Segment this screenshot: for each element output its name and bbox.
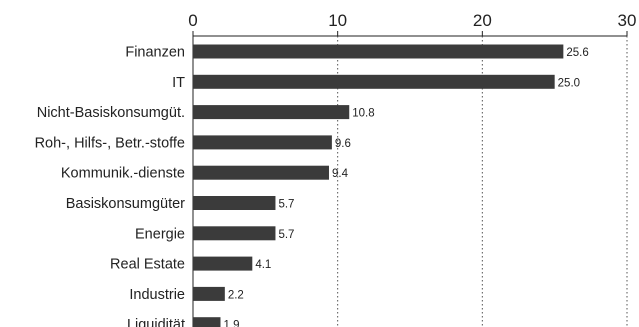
category-label-9: Liquidität <box>127 317 185 327</box>
bars <box>193 44 564 327</box>
bar-2 <box>193 105 350 120</box>
bar-3 <box>193 135 332 150</box>
bar-7 <box>193 256 253 271</box>
value-label-1: 25.0 <box>558 77 580 89</box>
category-label-6: Energie <box>135 226 185 242</box>
bar-1 <box>193 74 555 89</box>
x-tick-label-0: 0 <box>188 11 197 30</box>
bar-6 <box>193 226 276 241</box>
category-label-0: Finanzen <box>125 45 185 61</box>
x-tick-label-10: 10 <box>328 11 347 30</box>
value-label-0: 25.6 <box>566 47 588 59</box>
category-label-4: Kommunik.-dienste <box>61 166 185 182</box>
value-label-6: 5.7 <box>278 229 294 241</box>
value-label-4: 9.4 <box>332 168 349 180</box>
bar-8 <box>193 286 225 301</box>
value-label-3: 9.6 <box>335 138 351 150</box>
bar-5 <box>193 196 276 210</box>
bar-4 <box>193 165 329 180</box>
bar-0 <box>193 44 564 59</box>
x-tick-label-30: 30 <box>618 11 637 30</box>
value-label-2: 10.8 <box>352 108 374 120</box>
x-tick-label-20: 20 <box>473 11 492 30</box>
category-label-3: Roh-, Hilfs-, Betr.-stoffe <box>35 135 185 151</box>
category-labels: Finanzen IT Nicht-Basiskonsumgüt. Roh-, Hil… <box>35 45 186 327</box>
bar-9 <box>193 317 221 327</box>
value-label-8: 2.2 <box>228 289 244 301</box>
category-label-1: IT <box>172 75 185 91</box>
value-label-5: 5.7 <box>278 199 294 211</box>
category-label-2: Nicht-Basiskonsumgüt. <box>37 105 185 121</box>
category-label-8: Industrie <box>129 287 185 303</box>
value-label-9: 1.9 <box>223 320 239 327</box>
category-label-5: Basiskonsumgüter <box>66 196 185 212</box>
category-label-7: Real Estate <box>110 257 185 273</box>
value-label-7: 4.1 <box>255 259 271 271</box>
value-labels: 25.6 25.0 10.8 9.6 9.4 5.7 5.7 4.1 2.2 1.9 <box>223 47 588 327</box>
